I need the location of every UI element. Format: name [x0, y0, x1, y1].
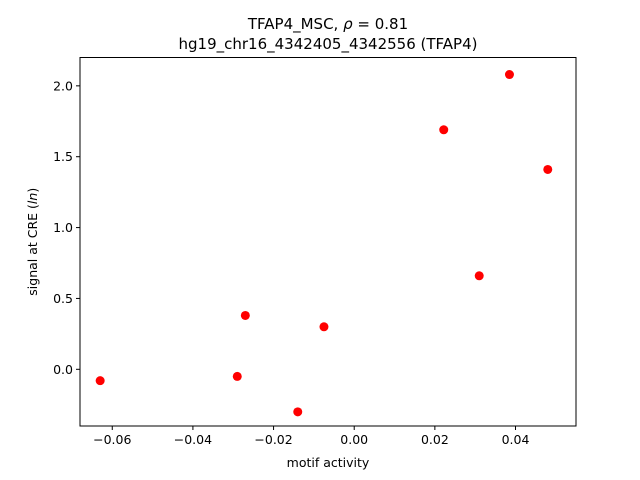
y-axis-label: signal at CRE (ln): [25, 188, 40, 296]
data-point: [240, 310, 250, 320]
x-tick-label: 0.00: [340, 432, 368, 447]
plot-area: [79, 57, 577, 427]
x-tick-label: −0.04: [174, 432, 212, 447]
data-point: [474, 271, 484, 281]
data-point: [319, 322, 329, 332]
data-points: [95, 70, 553, 417]
data-point: [504, 70, 514, 80]
y-tick-label: 1.5: [53, 149, 73, 164]
data-point: [232, 371, 242, 381]
x-tick-label: −0.06: [93, 432, 131, 447]
chart-title-line2: hg19_chr16_4342405_4342556 (TFAP4): [179, 35, 478, 54]
x-axis: −0.06 −0.04 −0.02 0.00 0.02 0.04: [93, 426, 529, 447]
y-tick-label: 2.0: [53, 78, 73, 93]
x-tick-label: −0.02: [254, 432, 292, 447]
x-axis-label: motif activity: [287, 455, 370, 470]
data-point: [439, 125, 449, 135]
chart-title-line1: TFAP4_MSC, ρ = 0.81: [247, 15, 408, 34]
data-point: [543, 164, 553, 174]
y-tick-label: 0.0: [53, 362, 73, 377]
x-tick-label: 0.02: [421, 432, 449, 447]
data-point: [95, 376, 105, 386]
x-tick-label: 0.04: [502, 432, 530, 447]
data-point: [293, 407, 303, 417]
y-tick-label: 0.5: [53, 291, 73, 306]
y-tick-label: 1.0: [53, 220, 73, 235]
y-axis: 0.0 0.5 1.0 1.5 2.0: [53, 78, 80, 377]
